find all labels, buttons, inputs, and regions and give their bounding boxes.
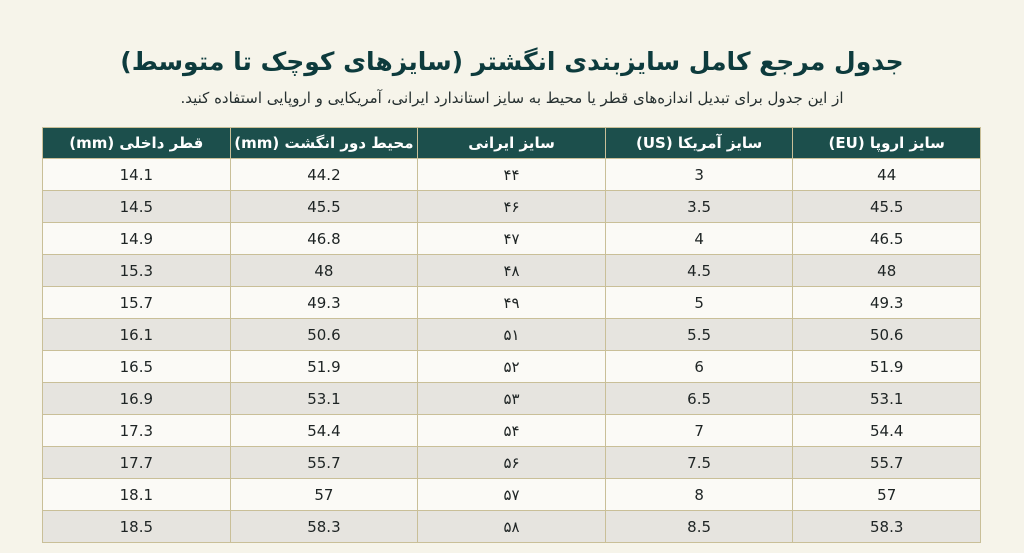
cell-us: 5.5 <box>604 318 794 351</box>
table-row: 58.3 8.5 ۵۸ 58.3 18.5 <box>42 510 981 543</box>
cell-eu: 55.7 <box>792 446 981 479</box>
cell-circumference: 51.9 <box>229 350 419 383</box>
cell-circumference: 55.7 <box>229 446 419 479</box>
cell-iran: ۵۶ <box>417 446 606 479</box>
header-diameter: قطر داخلی (mm) <box>42 127 231 159</box>
cell-circumference: 44.2 <box>229 158 419 191</box>
cell-diameter: 14.1 <box>42 158 231 191</box>
cell-iran: ۵۴ <box>417 414 606 447</box>
cell-us: 3.5 <box>604 190 794 223</box>
cell-circumference: 46.8 <box>229 222 419 255</box>
cell-us: 6.5 <box>604 382 794 415</box>
header-eu-size: سایز اروپا (EU) <box>792 127 981 159</box>
cell-diameter: 17.7 <box>42 446 231 479</box>
header-circumference: محیط دور انگشت (mm) <box>229 127 419 159</box>
page-subtitle: از این جدول برای تبدیل اندازه‌های قطر یا… <box>180 89 844 107</box>
table-row: 49.3 5 ۴۹ 49.3 15.7 <box>42 286 981 319</box>
cell-circumference: 54.4 <box>229 414 419 447</box>
ring-size-table: سایز اروپا (EU) سایز آمریکا (US) سایز ای… <box>42 127 981 543</box>
header-us-size: سایز آمریکا (US) <box>604 127 794 159</box>
cell-eu: 48 <box>792 254 981 287</box>
cell-diameter: 18.5 <box>42 510 231 543</box>
cell-iran: ۵۲ <box>417 350 606 383</box>
table-row: 48 4.5 ۴۸ 48 15.3 <box>42 254 981 287</box>
cell-circumference: 48 <box>229 254 419 287</box>
cell-us: 6 <box>604 350 794 383</box>
cell-eu: 49.3 <box>792 286 981 319</box>
cell-iran: ۵۷ <box>417 478 606 511</box>
cell-eu: 54.4 <box>792 414 981 447</box>
table-row: 44 3 ۴۴ 44.2 14.1 <box>42 158 981 191</box>
cell-us: 8 <box>604 478 794 511</box>
cell-eu: 57 <box>792 478 981 511</box>
cell-iran: ۴۶ <box>417 190 606 223</box>
cell-iran: ۵۳ <box>417 382 606 415</box>
cell-diameter: 17.3 <box>42 414 231 447</box>
cell-us: 4 <box>604 222 794 255</box>
cell-iran: ۴۹ <box>417 286 606 319</box>
cell-eu: 58.3 <box>792 510 981 543</box>
cell-eu: 44 <box>792 158 981 191</box>
cell-eu: 50.6 <box>792 318 981 351</box>
cell-circumference: 49.3 <box>229 286 419 319</box>
cell-circumference: 45.5 <box>229 190 419 223</box>
cell-diameter: 15.3 <box>42 254 231 287</box>
table-row: 50.6 5.5 ۵۱ 50.6 16.1 <box>42 318 981 351</box>
cell-circumference: 57 <box>229 478 419 511</box>
cell-circumference: 58.3 <box>229 510 419 543</box>
table-row: 53.1 6.5 ۵۳ 53.1 16.9 <box>42 382 981 415</box>
cell-diameter: 14.9 <box>42 222 231 255</box>
cell-eu: 53.1 <box>792 382 981 415</box>
cell-iran: ۴۸ <box>417 254 606 287</box>
table-row: 55.7 7.5 ۵۶ 55.7 17.7 <box>42 446 981 479</box>
cell-eu: 45.5 <box>792 190 981 223</box>
cell-diameter: 16.1 <box>42 318 231 351</box>
header-iran-size: سایز ایرانی <box>417 127 606 159</box>
table-row: 57 8 ۵۷ 57 18.1 <box>42 478 981 511</box>
cell-iran: ۵۸ <box>417 510 606 543</box>
cell-diameter: 18.1 <box>42 478 231 511</box>
cell-iran: ۴۷ <box>417 222 606 255</box>
cell-us: 3 <box>604 158 794 191</box>
table-row: 54.4 7 ۵۴ 54.4 17.3 <box>42 414 981 447</box>
table-header-row: سایز اروپا (EU) سایز آمریکا (US) سایز ای… <box>42 127 981 159</box>
table-row: 46.5 4 ۴۷ 46.8 14.9 <box>42 222 981 255</box>
cell-diameter: 16.5 <box>42 350 231 383</box>
cell-diameter: 16.9 <box>42 382 231 415</box>
cell-eu: 51.9 <box>792 350 981 383</box>
table-row: 51.9 6 ۵۲ 51.9 16.5 <box>42 350 981 383</box>
cell-diameter: 14.5 <box>42 190 231 223</box>
cell-iran: ۵۱ <box>417 318 606 351</box>
cell-circumference: 53.1 <box>229 382 419 415</box>
cell-eu: 46.5 <box>792 222 981 255</box>
table-row: 45.5 3.5 ۴۶ 45.5 14.5 <box>42 190 981 223</box>
cell-us: 8.5 <box>604 510 794 543</box>
cell-us: 7.5 <box>604 446 794 479</box>
table-body: 44 3 ۴۴ 44.2 14.1 45.5 3.5 ۴۶ 45.5 14.5 46.5 4 ۴۷ 46.… <box>42 158 981 543</box>
cell-diameter: 15.7 <box>42 286 231 319</box>
cell-us: 5 <box>604 286 794 319</box>
cell-us: 4.5 <box>604 254 794 287</box>
cell-circumference: 50.6 <box>229 318 419 351</box>
page-title: جدول مرجع کامل سایزبندی انگشتر (سایزهای … <box>120 47 904 76</box>
cell-iran: ۴۴ <box>417 158 606 191</box>
cell-us: 7 <box>604 414 794 447</box>
